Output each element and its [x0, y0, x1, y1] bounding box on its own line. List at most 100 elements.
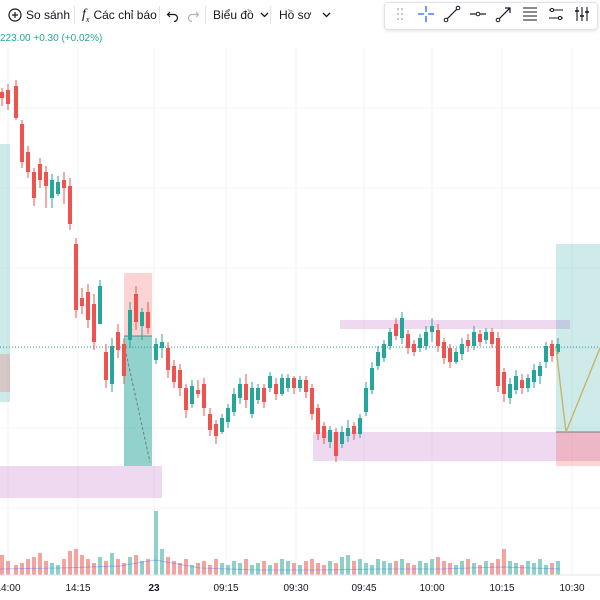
candle-body [20, 124, 24, 162]
candle-body [166, 348, 170, 370]
volume-bar [68, 551, 72, 575]
volume-bar [502, 549, 506, 575]
candle-body [466, 340, 470, 346]
volume-bar [418, 561, 422, 575]
volume-bar [128, 557, 132, 575]
volume-bar [346, 555, 350, 575]
volume-bar [292, 563, 296, 575]
candle-body [262, 388, 266, 402]
volume-bar [376, 559, 380, 575]
volume-bar [56, 565, 60, 575]
volume-bar [436, 557, 440, 575]
volume-bar [172, 561, 176, 575]
candle-body [532, 370, 536, 382]
candle-body [74, 244, 78, 310]
compare-label: So sánh [26, 8, 71, 22]
candle-body [116, 332, 120, 350]
volume-bar [460, 561, 464, 575]
volume-bar [358, 559, 362, 575]
volume-bar [364, 563, 368, 575]
volume-bar [184, 559, 188, 575]
candle-body [502, 372, 506, 394]
volume-bar [104, 561, 108, 575]
volume-bar [280, 559, 284, 575]
time-axis-tick: 14:15 [65, 583, 90, 594]
toolbar-divider [270, 6, 271, 24]
time-axis-tick: 14:00 [0, 583, 21, 594]
volume-bar [424, 563, 428, 575]
volume-bar [556, 561, 560, 575]
volume-bar [310, 559, 314, 575]
chart-type-button[interactable]: Biểu đồ [213, 4, 269, 26]
volume-bar [250, 565, 254, 575]
undo-button[interactable] [166, 4, 180, 26]
candle-body [472, 332, 476, 346]
trend-line-icon [443, 5, 461, 28]
redo-button[interactable] [186, 4, 200, 26]
volume-bar [196, 563, 200, 575]
volume-bar [520, 565, 524, 575]
candle-body [424, 332, 428, 346]
indicators-button[interactable]: fx Các chỉ báo [82, 4, 157, 26]
candle-body [38, 164, 42, 180]
time-axis-tick: 10:15 [489, 583, 514, 594]
candle-body [244, 384, 248, 400]
demand-zone-rectangle [0, 466, 162, 498]
price-change-readout: 223.00 +0.30 (+0.02%) [0, 33, 103, 44]
crosshair-tool[interactable] [413, 3, 439, 29]
profile-label: Hồ sơ [279, 8, 312, 22]
volume-bar [146, 559, 150, 575]
candle-body [140, 312, 144, 326]
volume-bar [38, 553, 42, 575]
volume-bars [0, 511, 560, 575]
horizontal-line-tool[interactable] [465, 3, 491, 29]
function-icon: fx [82, 6, 90, 24]
volume-bar [328, 561, 332, 575]
candle-body [146, 312, 150, 328]
volume-bar [370, 565, 374, 575]
volume-bar [394, 561, 398, 575]
volume-bar [400, 559, 404, 575]
volume-bar [0, 555, 4, 575]
candle-body [134, 294, 138, 322]
volume-bar [92, 563, 96, 575]
candle-body [280, 378, 284, 394]
candle-body [514, 376, 518, 390]
volume-bar [274, 563, 278, 575]
position-profit-zone [0, 144, 10, 402]
volume-bar [214, 559, 218, 575]
candle-body [544, 346, 548, 362]
trend-line-tool[interactable] [439, 3, 465, 29]
volume-bar [262, 561, 266, 575]
sliders-icon [573, 5, 591, 28]
volume-bar [190, 565, 194, 575]
fib-lines-tool[interactable] [517, 3, 543, 29]
volume-bar [508, 561, 512, 575]
volume-bar [478, 565, 482, 575]
volume-bar [14, 565, 18, 575]
volume-bar [44, 561, 48, 575]
fib-lines-icon [521, 5, 539, 28]
sliders-tool[interactable] [569, 3, 595, 29]
candle-body [376, 352, 380, 366]
arrow-line-icon [495, 5, 513, 28]
arrow-line-tool[interactable] [491, 3, 517, 29]
candle-body [154, 344, 158, 360]
volume-bar [382, 561, 386, 575]
price-chart[interactable]: 14:00 14:15 23 09:15 09:30 09:45 10:00 10:15 10:… [0, 48, 600, 600]
candle-body [430, 326, 434, 332]
parallel-channel-tool[interactable] [543, 3, 569, 29]
volume-bar [244, 559, 248, 575]
drawing-toolbar-grip[interactable] [387, 3, 413, 29]
volume-bar [544, 565, 548, 575]
candle-body [526, 378, 530, 388]
compare-button[interactable]: So sánh [8, 4, 70, 26]
parallel-channel-icon [547, 5, 565, 28]
volume-bar [50, 563, 54, 575]
short-position-profit-zone [124, 336, 152, 466]
volume-bar [160, 549, 164, 575]
candle-body [92, 304, 96, 342]
profile-button[interactable]: Hồ sơ [279, 4, 331, 26]
candle-body [454, 352, 458, 362]
candle-body [256, 388, 260, 400]
